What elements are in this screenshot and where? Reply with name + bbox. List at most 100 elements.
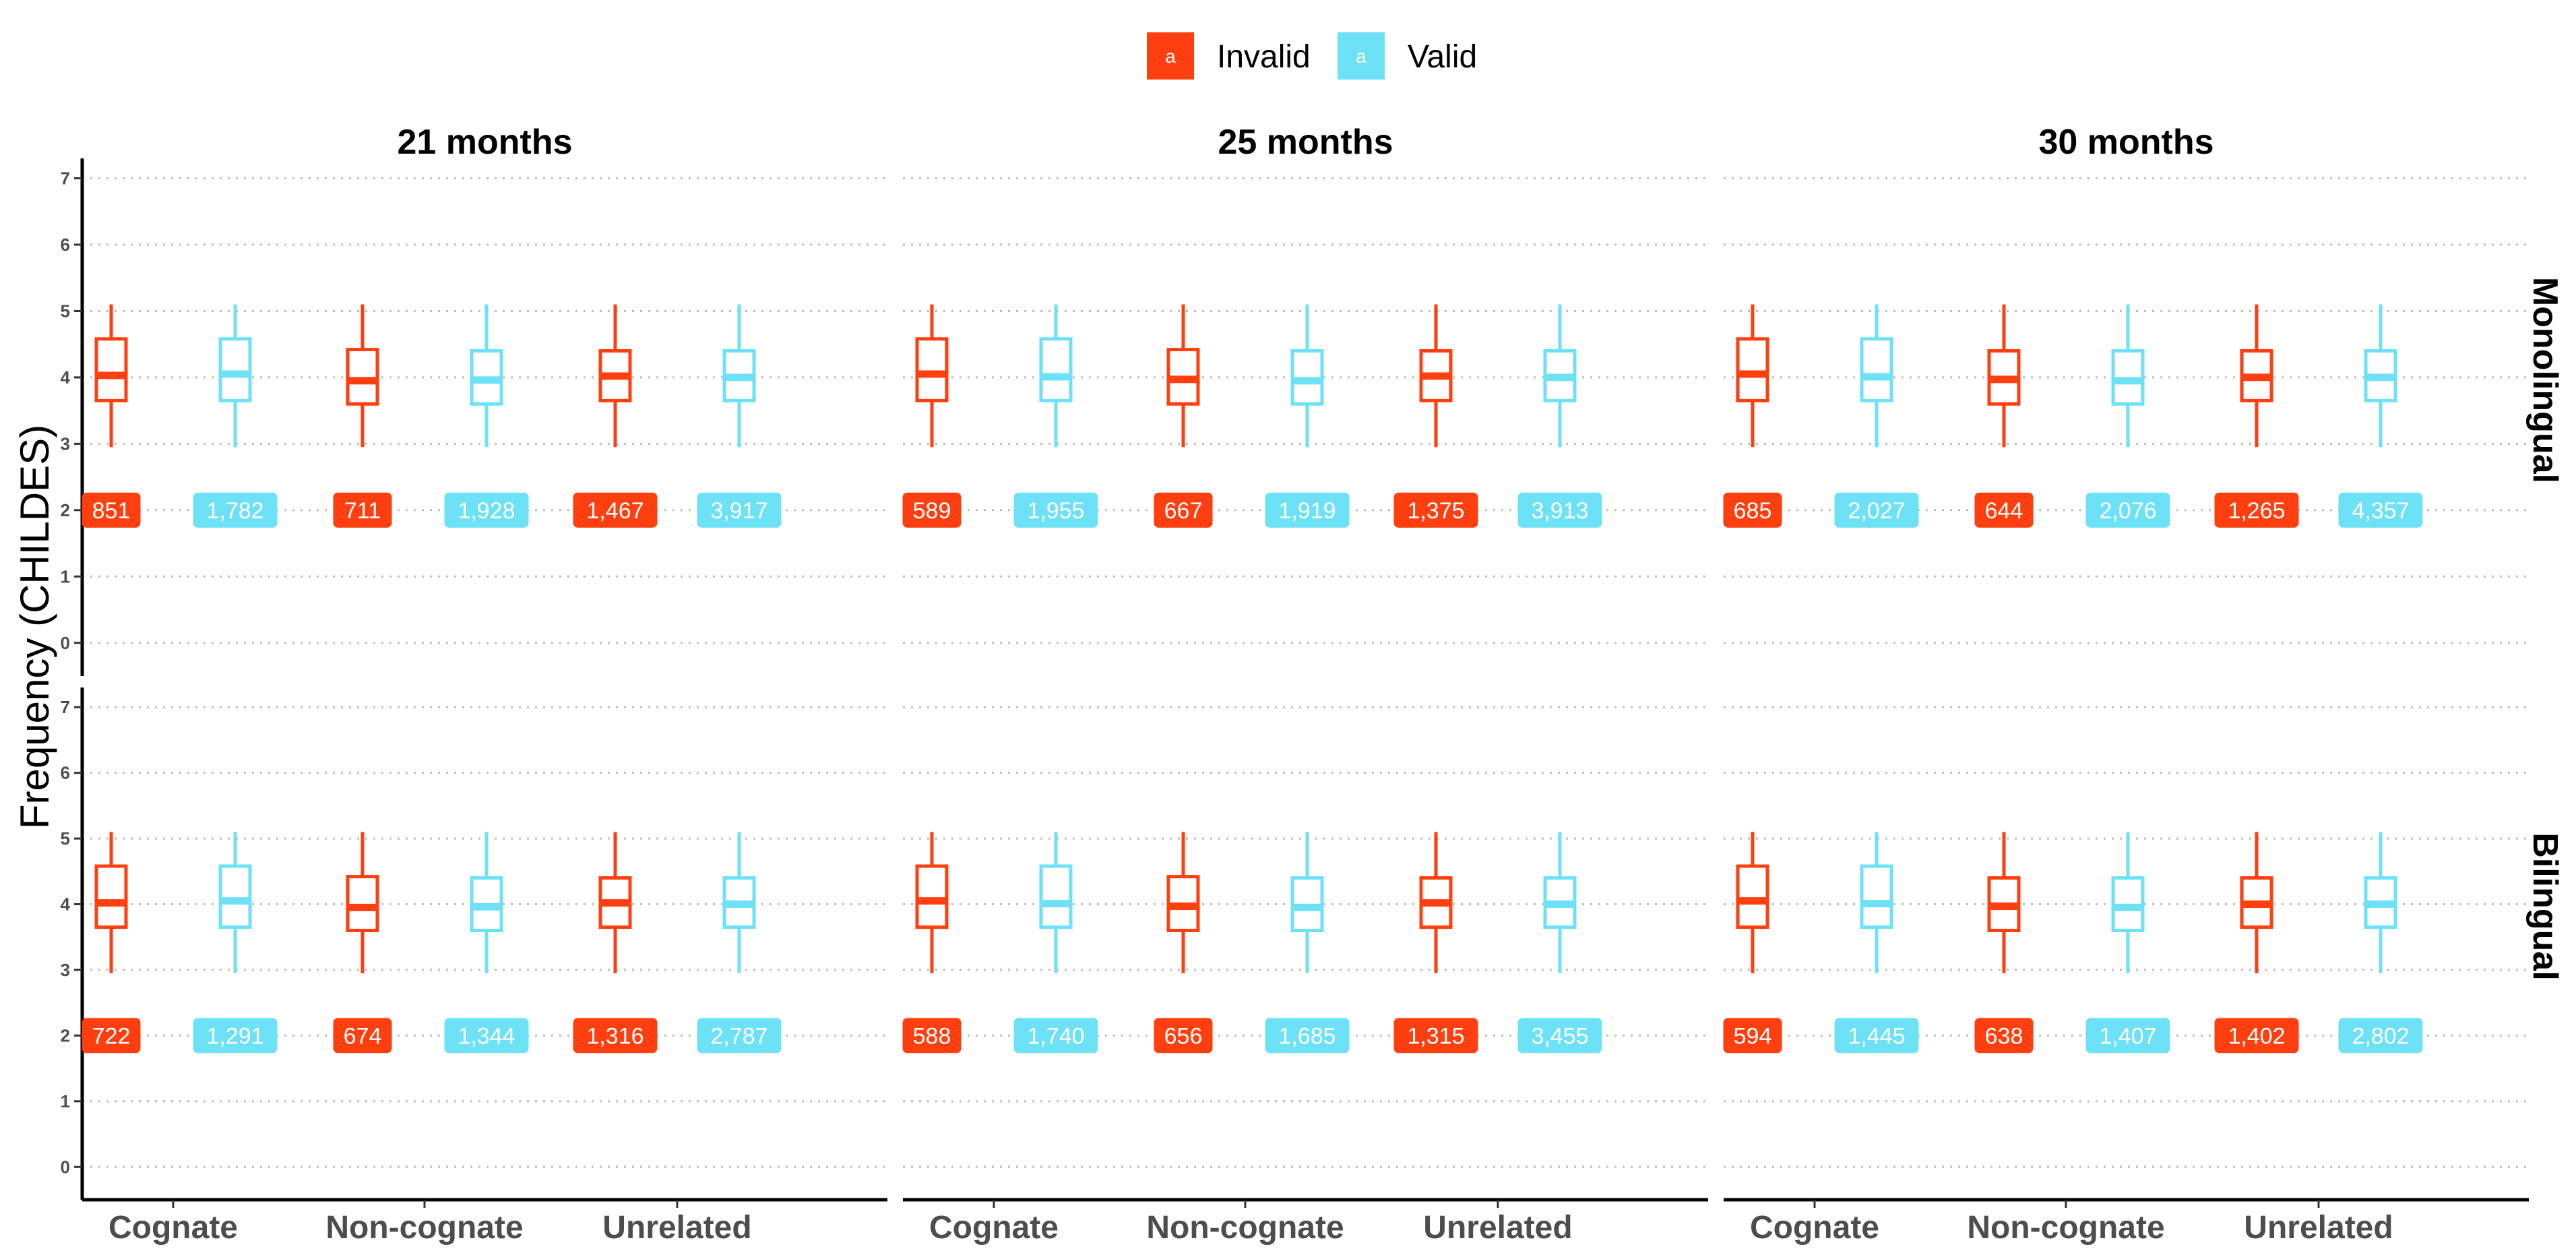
panel-21-months-monolingual: 851 1,782 711 1,928 1,467 3,917 (82, 304, 782, 528)
count-label-text: 656 (1164, 1023, 1203, 1049)
count-label-cognate-invalid: 594 (1723, 1018, 1782, 1053)
count-label-unrelated-valid: 3,917 (697, 492, 782, 528)
count-label-text: 3,917 (710, 498, 767, 524)
count-label-unrelated-valid: 4,357 (2338, 492, 2423, 528)
panel-30-months-monolingual: 685 2,027 644 2,076 1,265 4,357 (1723, 304, 2423, 528)
legend-item-valid: a Valid (1338, 32, 1477, 80)
count-label-non-cognate-invalid: 656 (1154, 1018, 1213, 1053)
box-iqr (1860, 337, 1893, 402)
count-label-cognate-invalid: 588 (902, 1018, 962, 1053)
count-label-unrelated-valid: 2,787 (697, 1018, 782, 1053)
count-label-cognate-invalid: 851 (82, 492, 141, 528)
legend-item-invalid: a Invalid (1147, 32, 1311, 80)
box-iqr (94, 864, 128, 929)
legend-key-glyph: a (1165, 46, 1176, 67)
panel-25-months-bilingual: 588 1,740 656 1,685 1,315 3,455 (902, 832, 1602, 1053)
facet-row-label: Monolingual (2525, 277, 2565, 483)
boxplot-non-cognate-valid (470, 304, 503, 448)
facet-column-label: 30 months (2038, 123, 2213, 162)
count-label-unrelated-invalid: 1,467 (573, 492, 658, 528)
count-label-box (1154, 492, 1213, 528)
count-label-non-cognate-valid: 2,076 (2085, 492, 2170, 528)
count-label-box (2338, 492, 2423, 528)
count-label-box (1013, 1018, 1098, 1053)
count-label-text: 1,740 (1027, 1023, 1084, 1049)
count-label-text: 644 (1985, 498, 2023, 524)
count-label-non-cognate-invalid: 667 (1154, 492, 1213, 528)
boxplot-non-cognate-valid (1290, 304, 1324, 448)
count-label-text: 594 (1734, 1023, 1772, 1049)
box-iqr (346, 348, 379, 406)
boxplot-unrelated-invalid (598, 832, 632, 973)
count-label-box (697, 1018, 782, 1053)
y-tick-label: 5 (61, 828, 70, 849)
count-label-unrelated-invalid: 1,375 (1393, 492, 1478, 528)
y-tick-label: 3 (61, 433, 70, 454)
count-label-non-cognate-invalid: 644 (1974, 492, 2034, 528)
y-tick-label: 7 (61, 697, 70, 717)
count-label-box (2214, 492, 2299, 528)
count-label-text: 2,787 (710, 1023, 767, 1049)
count-label-box (697, 492, 782, 528)
box-iqr (94, 337, 128, 402)
count-label-unrelated-invalid: 1,315 (1393, 1018, 1478, 1053)
count-label-box (1393, 1018, 1478, 1053)
boxplot-cognate-valid (1039, 832, 1073, 973)
axes: 0 1 2 3 4 5 6 7 0 1 2 3 4 5 6 7 Cognate Non-cognate Unrela… (61, 158, 2529, 1246)
count-label-text: 589 (913, 498, 951, 524)
count-label-box (573, 1018, 658, 1053)
count-label-box (1265, 1018, 1350, 1053)
x-tick-label: Cognate (1750, 1210, 1879, 1246)
count-label-text: 3,913 (1531, 498, 1588, 524)
count-label-text: 1,265 (2228, 498, 2285, 524)
boxplot-non-cognate-valid (2111, 832, 2145, 973)
box-iqr (1860, 864, 1893, 929)
count-label-text: 851 (92, 498, 131, 524)
count-label-box (1974, 1018, 2034, 1053)
boxplot-non-cognate-valid (1290, 832, 1324, 973)
count-label-text: 1,316 (586, 1023, 643, 1049)
count-label-text: 1,291 (206, 1023, 263, 1049)
count-label-text: 1,467 (586, 498, 643, 524)
boxplot-cognate-valid (218, 304, 252, 448)
count-label-cognate-valid: 1,445 (1834, 1018, 1919, 1053)
x-tick-label: Unrelated (1423, 1210, 1572, 1246)
boxplot-non-cognate-valid (2111, 304, 2145, 448)
count-label-unrelated-invalid: 1,402 (2214, 1018, 2299, 1053)
count-label-text: 4,357 (2352, 498, 2409, 524)
y-tick-label: 1 (61, 1091, 70, 1111)
box-iqr (218, 337, 252, 402)
x-tick-label: Unrelated (2244, 1210, 2393, 1246)
box-iqr (1039, 864, 1073, 929)
count-label-box (902, 492, 962, 528)
count-label-box (2085, 492, 2170, 528)
y-tick-label: 4 (61, 367, 71, 388)
boxplot-cognate-invalid (1736, 832, 1769, 973)
boxplot-unrelated-valid (722, 304, 756, 448)
count-label-unrelated-invalid: 1,316 (573, 1018, 658, 1053)
boxplot-non-cognate-invalid (1166, 304, 1200, 448)
count-label-box (444, 492, 529, 528)
boxplot-unrelated-invalid (598, 304, 632, 448)
box-iqr (346, 875, 379, 933)
y-tick-label: 7 (61, 169, 70, 189)
y-tick-label: 2 (61, 500, 70, 520)
count-label-text: 1,685 (1278, 1023, 1336, 1049)
count-label-text: 3,455 (1531, 1023, 1588, 1049)
count-label-box (333, 492, 392, 528)
count-label-text: 1,955 (1027, 498, 1084, 524)
x-tick-label: Unrelated (602, 1210, 751, 1246)
count-label-text: 1,928 (458, 498, 515, 524)
boxplot-unrelated-invalid (1419, 832, 1453, 973)
count-label-box (1517, 492, 1602, 528)
boxplot-cognate-valid (1860, 304, 1893, 448)
boxplot-non-cognate-invalid (1166, 832, 1200, 973)
count-label-box (1834, 492, 1919, 528)
count-label-text: 1,919 (1278, 498, 1336, 524)
count-label-box (1154, 1018, 1213, 1053)
count-label-text: 638 (1985, 1023, 2023, 1049)
count-label-box (82, 492, 141, 528)
count-label-box (193, 492, 278, 528)
boxplot-cognate-invalid (94, 832, 128, 973)
